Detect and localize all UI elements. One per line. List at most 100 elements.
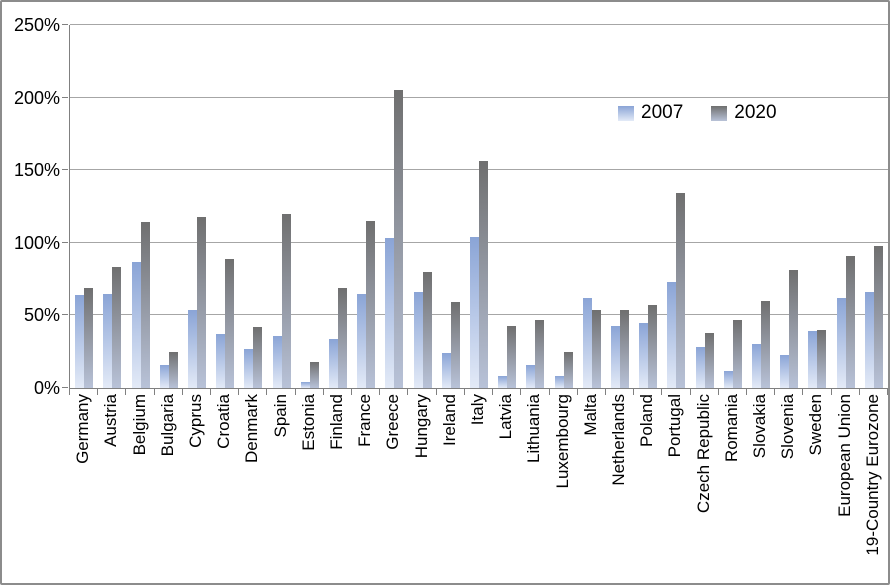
bar-2020-denmark [253, 327, 263, 388]
bar-2020-finland [337, 287, 347, 388]
bar-2007-estonia [300, 382, 310, 388]
bar-2020-latvia [507, 325, 517, 388]
bar-2020-slovenia [789, 270, 799, 388]
y-axis-tick-label: 0% [33, 378, 60, 398]
bar-2007-luxembourg [554, 376, 564, 388]
x-axis-tick [97, 389, 99, 395]
x-axis-tick [576, 389, 578, 395]
bar-2020-belgium [140, 222, 150, 388]
x-axis-tick [774, 389, 776, 395]
bar-2007-poland [639, 322, 649, 388]
y-axis-tick [62, 314, 68, 316]
x-axis-label-malta: Malta [580, 394, 600, 436]
x-axis-label-bulgaria: Bulgaria [157, 394, 177, 457]
bar-2007-denmark [244, 348, 254, 388]
x-axis-tick [379, 389, 381, 395]
y-axis-tick-label: 50% [23, 305, 60, 326]
bar-2020-malta [591, 309, 601, 388]
x-axis-label-austria: Austria [101, 394, 121, 447]
bar-2020-slovakia [761, 300, 771, 388]
legend: 2007 2020 [618, 102, 777, 124]
x-axis-label-greece: Greece [383, 394, 403, 450]
bar-2007-bulgaria [159, 364, 169, 388]
plot-area [69, 24, 888, 389]
bar-2020-spain [281, 213, 291, 388]
x-axis-tick [661, 389, 663, 395]
bar-2007-hungary [413, 292, 423, 388]
x-axis-label-netherlands: Netherlands [609, 394, 629, 486]
x-axis-label-finland: Finland [326, 394, 346, 450]
legend-swatch-2007 [618, 105, 634, 121]
y-axis-tick [62, 241, 68, 243]
x-axis-tick [717, 389, 719, 395]
legend-label-2007: 2007 [641, 102, 684, 123]
bar-2020-hungary [422, 271, 432, 388]
bar-2020-luxembourg [563, 351, 573, 388]
x-axis-tick [294, 389, 296, 395]
bar-2020-croatia [225, 258, 235, 388]
x-axis-tick [153, 389, 155, 395]
x-axis-label-portugal: Portugal [665, 394, 685, 458]
x-axis-tick [266, 389, 268, 395]
x-axis-label-croatia: Croatia [214, 394, 234, 449]
y-axis-tick [62, 96, 68, 98]
bar-2007-lithuania [526, 364, 536, 388]
bar-2020-poland [648, 305, 658, 388]
y-axis-tick [62, 169, 68, 171]
bar-2020-austria [112, 267, 122, 388]
legend-label-2020: 2020 [734, 102, 777, 123]
bar-2007-france [357, 293, 367, 388]
bar-2007-slovenia [780, 354, 790, 388]
bar-2020-czech-republic [704, 332, 714, 388]
x-axis-label-19-country-eurozone: 19-Country Eurozone [862, 394, 882, 556]
x-axis-label-poland: Poland [637, 394, 657, 447]
x-axis-tick [689, 389, 691, 395]
x-axis-tick [604, 389, 606, 395]
legend-item-2007: 2007 [618, 102, 683, 124]
bar-2020-portugal [676, 193, 686, 388]
gridline-200 [70, 96, 888, 98]
y-axis-tick-label: 100% [13, 232, 60, 253]
bar-2007-belgium [131, 261, 141, 388]
x-axis-label-hungary: Hungary [411, 394, 431, 459]
x-axis-label-romania: Romania [721, 394, 741, 463]
x-axis-tick [520, 389, 522, 395]
bar-2020-ireland [450, 302, 460, 388]
x-axis-tick [830, 389, 832, 395]
x-axis-label-lithuania: Lithuania [524, 394, 544, 464]
x-axis-label-italy: Italy [468, 394, 487, 426]
bar-2007-ireland [441, 353, 451, 388]
y-axis-tick [62, 387, 68, 388]
y-axis-tick-label: 150% [13, 160, 60, 181]
x-axis-tick [492, 389, 494, 395]
bar-2007-cyprus [187, 309, 197, 388]
x-axis-label-estonia: Estonia [298, 394, 318, 451]
bar-2020-sweden [817, 329, 827, 388]
x-axis-label-ireland: Ireland [439, 394, 459, 446]
bar-2007-czech-republic [695, 347, 705, 388]
x-axis-tick [802, 389, 804, 395]
x-axis-label-denmark: Denmark [242, 394, 262, 463]
x-axis-tick [745, 389, 747, 395]
bar-2007-spain [272, 335, 282, 388]
bar-2007-malta [582, 297, 592, 388]
x-axis-tick [633, 389, 635, 395]
x-axis-tick [69, 389, 70, 395]
x-axis-tick [858, 389, 860, 395]
x-axis-label-spain: Spain [270, 394, 290, 438]
bar-2020-romania [732, 319, 742, 388]
legend-swatch-2020 [711, 105, 728, 121]
y-axis-tick [62, 24, 68, 25]
bar-2020-italy [479, 161, 488, 388]
y-axis-tick-label: 250% [13, 15, 60, 35]
bar-2007-italy [470, 236, 479, 388]
x-axis-label-european-union: European Union [834, 394, 854, 517]
bar-2007-sweden [808, 331, 818, 388]
bar-2007-latvia [498, 376, 508, 388]
x-axis-tick [548, 389, 550, 395]
y-axis-tick-label: 200% [13, 87, 60, 108]
bar-2007-slovakia [752, 344, 762, 388]
x-axis-label-slovenia: Slovenia [778, 394, 798, 460]
x-axis-tick [463, 389, 465, 395]
